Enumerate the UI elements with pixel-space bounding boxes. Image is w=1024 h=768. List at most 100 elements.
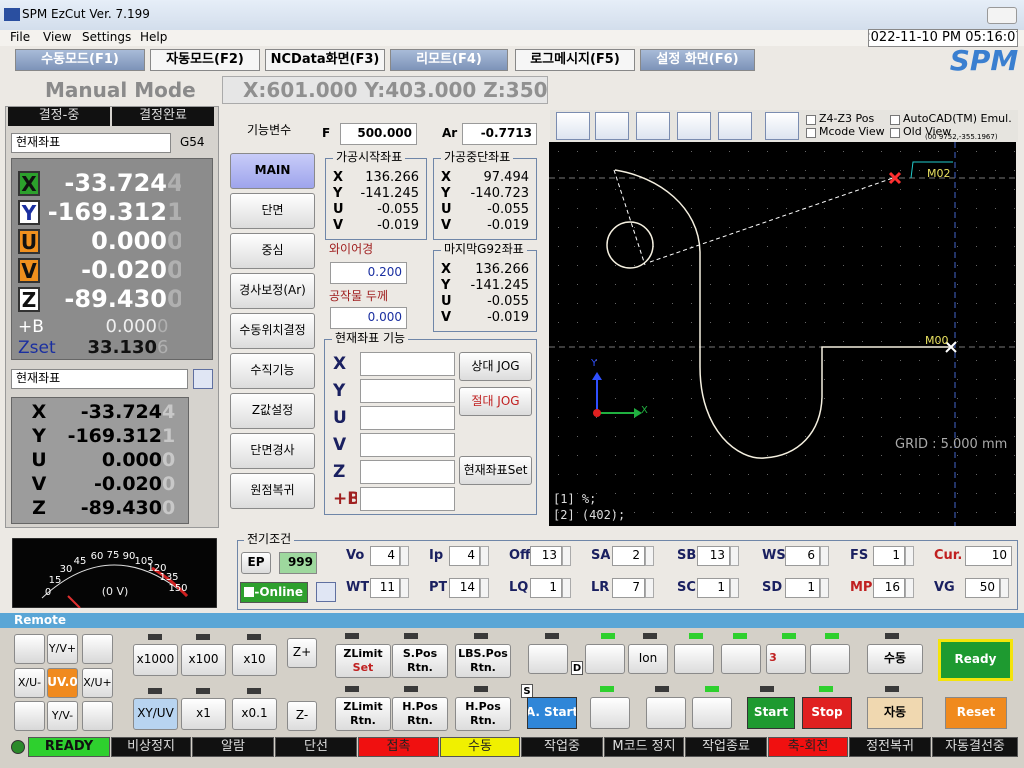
ep-button[interactable]: EP <box>241 552 271 574</box>
feed-value[interactable]: 500.000 <box>340 123 417 145</box>
spinner <box>645 578 654 598</box>
meter-reading: (0 V) <box>101 585 129 598</box>
view-option[interactable]: AutoCAD(TM) Emul. <box>903 113 1012 126</box>
menu-item[interactable]: Settings <box>82 30 132 45</box>
mode-tab[interactable]: 설정 화면(F6) <box>640 49 755 71</box>
function-button[interactable]: 단면 <box>230 193 315 229</box>
axis-ghost-digit: 4 <box>167 171 181 196</box>
step-button[interactable]: XY/UV <box>133 698 178 730</box>
param-value[interactable]: 1 <box>530 578 562 598</box>
step-button[interactable]: x100 <box>181 644 226 676</box>
manual-button[interactable]: 수동 <box>867 644 923 674</box>
stop-button[interactable]: Stop <box>802 697 852 729</box>
menu-item[interactable]: View <box>43 30 72 45</box>
jog-button[interactable]: X/U- <box>14 668 45 698</box>
jog-button[interactable]: Y/V+ <box>47 634 78 664</box>
meter-scale: 150 <box>168 583 188 594</box>
limit-button <box>392 697 448 731</box>
limit-button <box>455 644 511 678</box>
function-button[interactable]: MAIN <box>230 153 315 189</box>
param-value[interactable]: 1 <box>873 546 905 566</box>
param-value[interactable]: 1 <box>785 578 820 598</box>
param-value[interactable]: 13 <box>697 546 730 566</box>
step-button[interactable]: x1000 <box>133 644 178 676</box>
online-toggle[interactable]: E-Online <box>240 582 308 603</box>
view-tool <box>765 112 799 140</box>
view-option[interactable]: Old View <box>903 126 952 139</box>
param-value[interactable]: 14 <box>449 578 480 598</box>
param-value[interactable]: 4 <box>449 546 480 566</box>
reset-button[interactable]: Reset <box>945 697 1007 729</box>
step-button[interactable]: x10 <box>232 644 277 676</box>
current-axis: +B <box>333 488 357 509</box>
spinner <box>645 546 654 566</box>
status-indicator: 축-회전 <box>768 737 848 757</box>
mode-tab[interactable]: 수동모드(F1) <box>15 49 145 71</box>
coord-select[interactable]: 현재좌표 <box>11 369 188 389</box>
menu-item[interactable]: File <box>10 30 31 45</box>
wire-value[interactable]: 0.200 <box>330 262 407 284</box>
menu-item[interactable]: Help <box>140 30 168 45</box>
status-indicator: 수동 <box>440 737 520 757</box>
status-tab: 결정완료 <box>112 107 214 126</box>
spinner <box>480 546 489 566</box>
axis-value: -33.724 <box>64 171 167 196</box>
param-value[interactable]: 6 <box>785 546 820 566</box>
thickness-value[interactable]: 0.000 <box>330 307 407 329</box>
jog-button[interactable]: Y/V- <box>47 701 78 731</box>
indicator-led <box>247 688 261 694</box>
auto-button[interactable]: 자동 <box>867 697 923 729</box>
param-label: SD <box>762 579 783 595</box>
axis-value: -89.430 <box>80 497 162 519</box>
step-button[interactable]: Z- <box>287 701 317 731</box>
coord-select[interactable]: 현재좌표 <box>11 133 171 153</box>
jog-button[interactable]: 현재좌표Set <box>459 456 532 485</box>
function-button[interactable]: Z값설정 <box>230 393 315 429</box>
view-tool <box>595 112 629 140</box>
function-button[interactable]: 경사보정(Ar) <box>230 273 315 309</box>
mode-tab[interactable]: 로그메시지(F5) <box>515 49 635 71</box>
function-button[interactable]: 수동위치결정 <box>230 313 315 349</box>
auto-start-button[interactable]: A. Start <box>527 697 577 729</box>
param-value[interactable]: 16 <box>873 578 905 598</box>
coord-value: -0.055 <box>377 202 419 217</box>
function-button[interactable]: 원점복귀 <box>230 473 315 509</box>
view-option[interactable]: Mcode View <box>819 126 885 139</box>
ion-button[interactable]: Ion <box>628 644 668 674</box>
param-value[interactable]: 2 <box>612 546 645 566</box>
ready-button[interactable]: Ready <box>938 639 1013 681</box>
param-value[interactable]: 10 <box>965 546 1012 566</box>
coord-value: 136.266 <box>365 170 419 185</box>
param-value[interactable]: 7 <box>612 578 645 598</box>
param-value[interactable]: 4 <box>370 546 400 566</box>
coord-axis: V <box>441 310 452 325</box>
axis-label: V <box>31 473 47 495</box>
param-label: SA <box>591 547 611 563</box>
function-button[interactable]: 수직기능 <box>230 353 315 389</box>
step-button[interactable]: Z+ <box>287 638 317 668</box>
function-button[interactable]: 중심 <box>230 233 315 269</box>
step-button[interactable]: x0.1 <box>232 698 277 730</box>
start-button[interactable]: Start <box>747 697 795 729</box>
feed-value[interactable]: -0.7713 <box>462 123 537 145</box>
remote-title: Remote <box>14 613 67 627</box>
mode-tab[interactable]: 자동모드(F2) <box>150 49 260 71</box>
view-option[interactable]: Z4-Z3 Pos <box>819 113 875 126</box>
console-line: [1] %; <box>553 492 597 506</box>
mode-tab[interactable]: 리모트(F4) <box>390 49 508 71</box>
jog-button <box>14 701 45 731</box>
spinner <box>480 578 489 598</box>
param-value[interactable]: 13 <box>530 546 562 566</box>
mode-tab[interactable]: NCData화면(F3) <box>265 49 385 71</box>
step-button[interactable]: x1 <box>181 698 226 730</box>
function-button[interactable]: 단면경사 <box>230 433 315 469</box>
jog-button[interactable]: 절대 JOG <box>459 387 532 416</box>
feed-label: F <box>322 126 331 141</box>
coord-value: -140.723 <box>470 186 529 201</box>
jog-button[interactable]: X/U+ <box>82 668 113 698</box>
jog-button[interactable]: 상대 JOG <box>459 352 532 381</box>
param-value[interactable]: 50 <box>965 578 1000 598</box>
param-value[interactable]: 1 <box>697 578 730 598</box>
jog-button[interactable]: UV.0 <box>47 668 78 698</box>
param-value[interactable]: 11 <box>370 578 400 598</box>
